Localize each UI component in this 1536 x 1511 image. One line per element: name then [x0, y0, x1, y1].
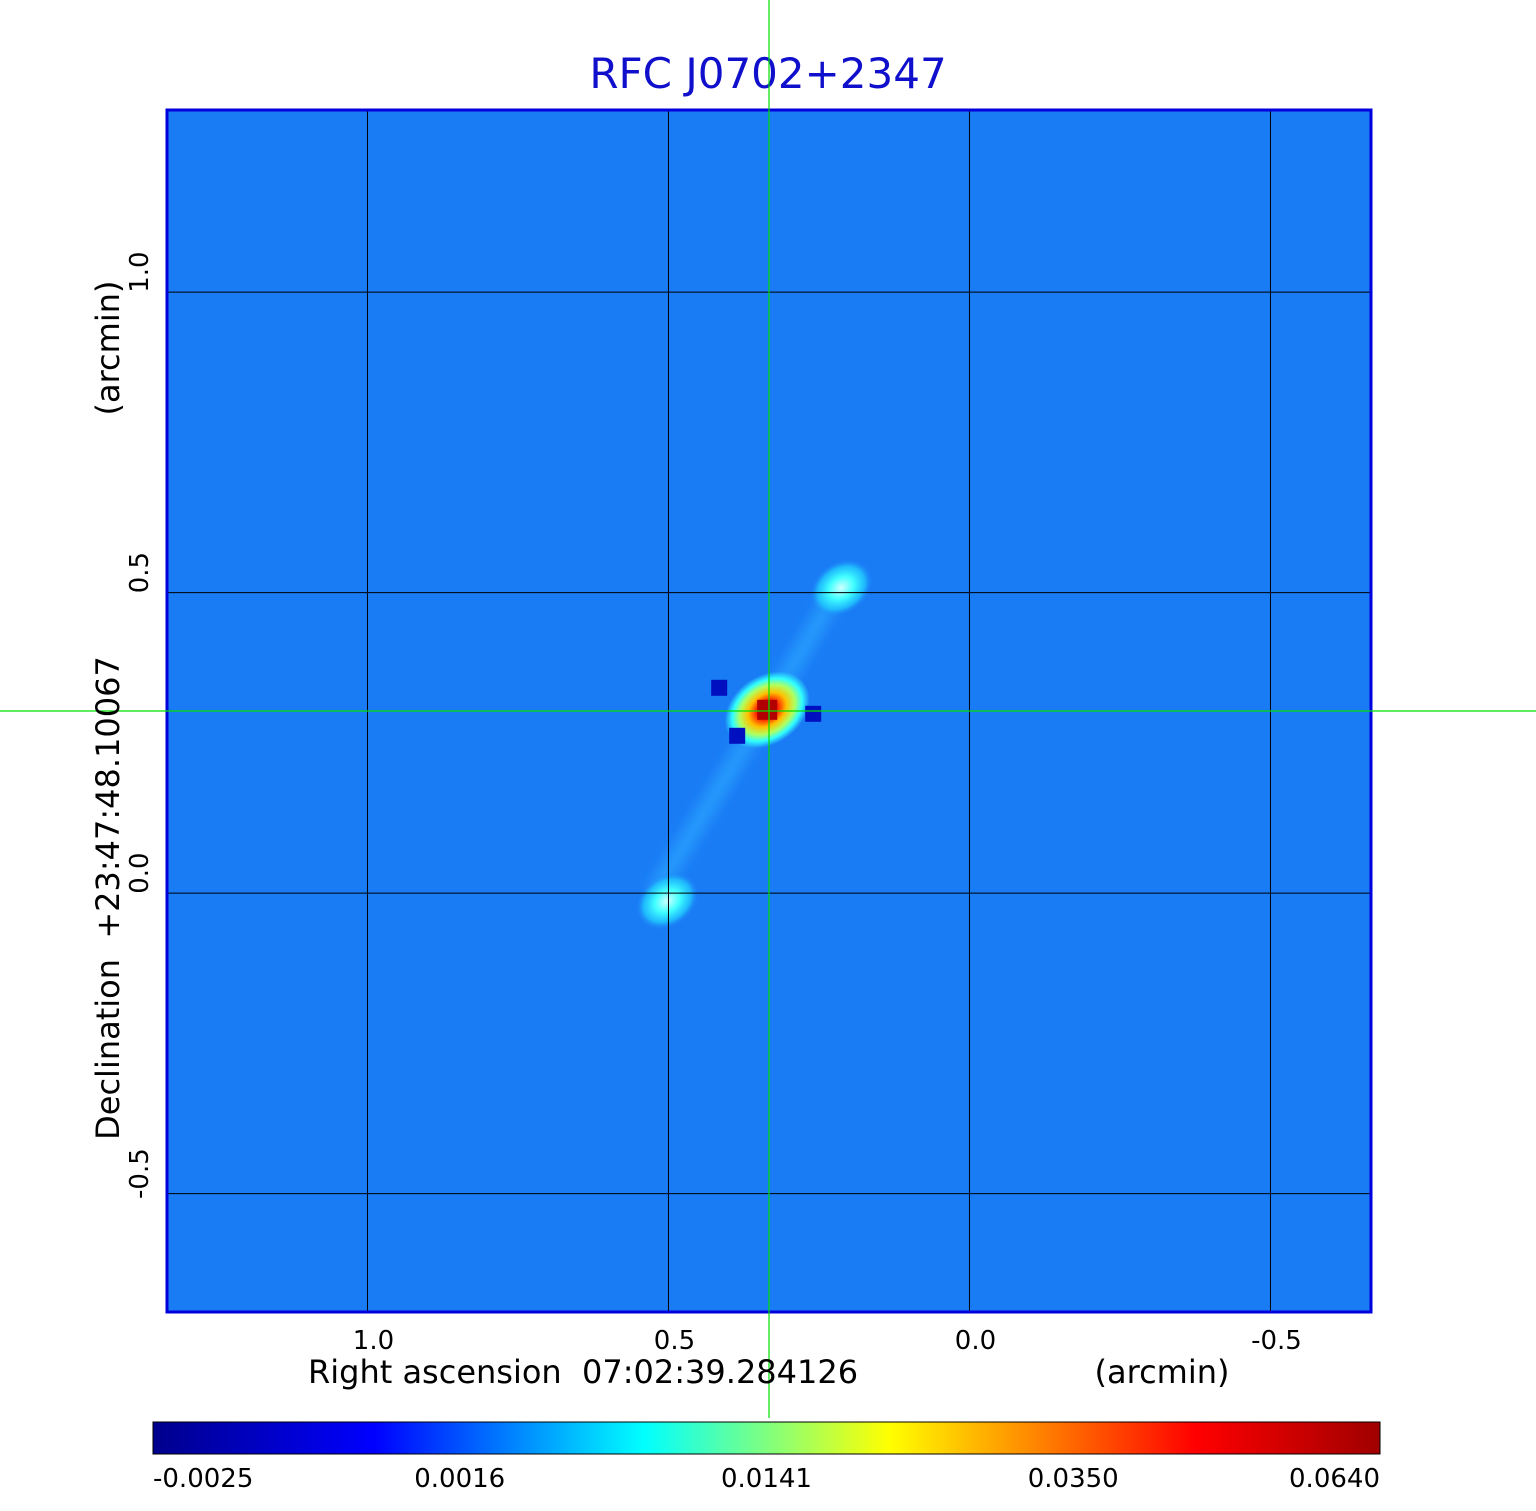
x-tick-label: 1.0 [353, 1326, 394, 1356]
x-axis-unit: (arcmin) [1095, 1353, 1230, 1391]
y-tick-label: -0.5 [125, 1148, 155, 1199]
colorbar-tick-label: 0.0350 [1028, 1464, 1119, 1494]
y-tick-label: 0.5 [125, 552, 155, 593]
source-core-peak [757, 699, 778, 720]
y-tick-label: 0.0 [125, 852, 155, 893]
y-tick-label: 1.0 [125, 251, 155, 292]
source-jet-ne [809, 558, 873, 617]
x-tick-label: 0.5 [654, 1326, 695, 1356]
x-tick-label: -0.5 [1251, 1326, 1302, 1356]
y-tick-labels: 1.0 0.5 0.0 -0.5 [125, 251, 155, 1199]
colorbar-tick-label: -0.0025 [153, 1464, 253, 1494]
negative-pixel-1 [711, 679, 728, 696]
x-tick-label: 0.0 [955, 1326, 996, 1356]
colorbar [152, 1421, 1381, 1455]
negative-pixel-0 [729, 727, 746, 744]
chart-title: RFC J0702+2347 [589, 49, 946, 98]
y-axis-label: Declination +23:47:48.10067 [89, 656, 127, 1140]
colorbar-tick-label: 0.0640 [1289, 1464, 1380, 1494]
y-axis-unit: (arcmin) [89, 281, 127, 416]
negative-pixel-2 [805, 705, 822, 722]
colorbar-tick-label: 0.0141 [721, 1464, 812, 1494]
colorbar-tick-labels: -0.0025 0.0016 0.0141 0.0350 0.0640 [153, 1464, 1380, 1494]
x-tick-labels: 1.0 0.5 0.0 -0.5 [353, 1326, 1302, 1356]
colorbar-tick-label: 0.0016 [414, 1464, 505, 1494]
x-axis-label: Right ascension 07:02:39.284126 [308, 1353, 858, 1391]
source-jet-sw [635, 872, 699, 930]
crosshair [0, 0, 1536, 1418]
